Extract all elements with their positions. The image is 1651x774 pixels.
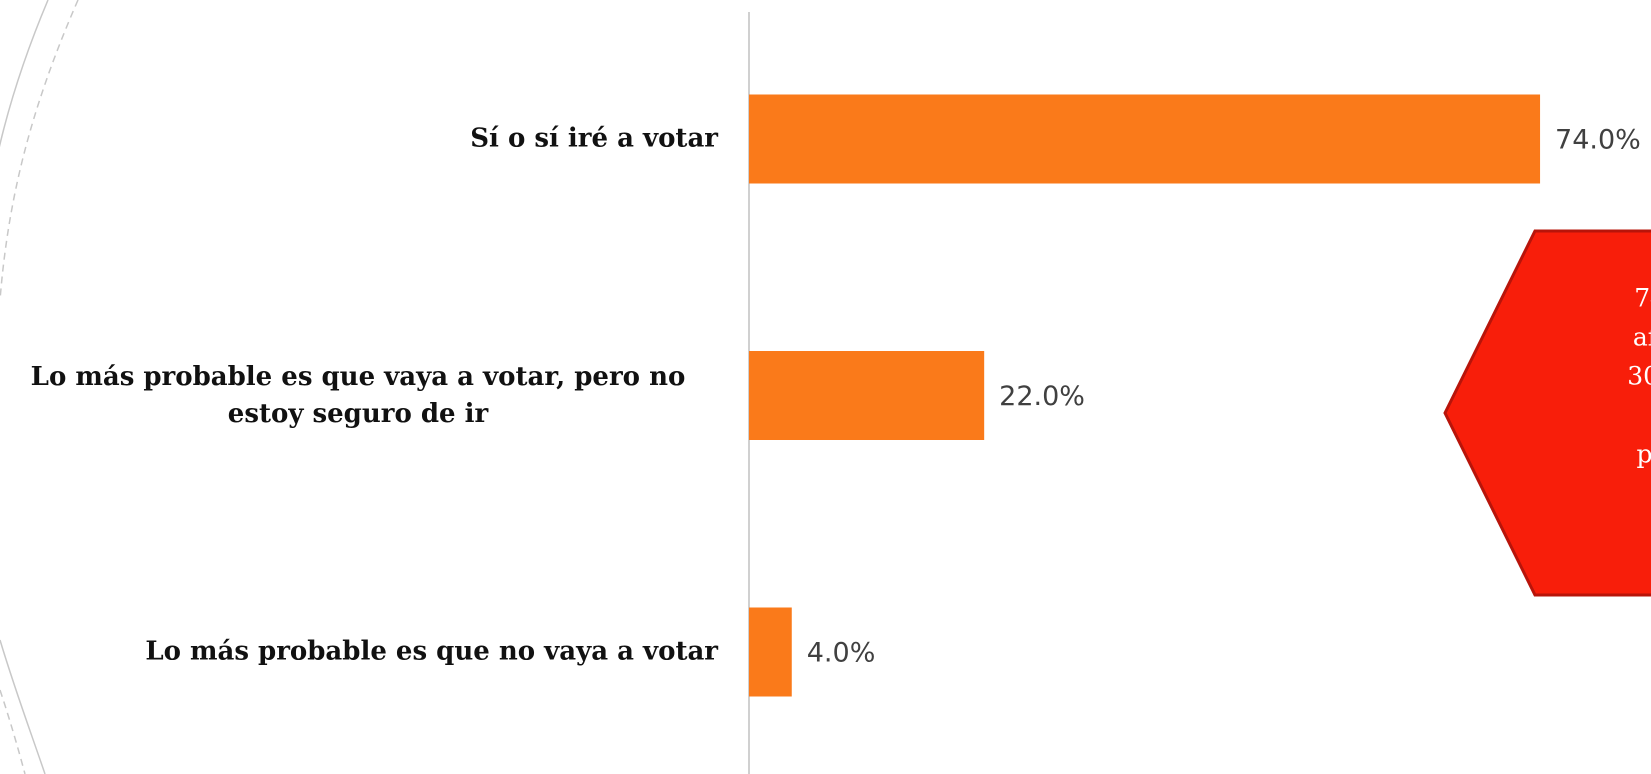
decoration xyxy=(0,0,79,774)
callout-text: 30 de a xyxy=(1627,362,1651,391)
bar xyxy=(749,94,1541,184)
category-label: Sí o sí iré a votar xyxy=(470,123,718,154)
category-label-box: Sí o sí iré a votar xyxy=(0,121,718,158)
value-label: 74.0% xyxy=(1555,125,1641,156)
bar xyxy=(749,607,792,697)
category-label: Lo más probable es que vaya a votar, per… xyxy=(30,361,686,429)
callout-shape xyxy=(1443,229,1651,597)
bar xyxy=(749,351,985,440)
callout-text: partic xyxy=(1637,440,1651,469)
value-label: 22.0% xyxy=(999,381,1085,412)
callout-text: 74% d xyxy=(1634,284,1651,313)
category-label-box: Lo más probable es que vaya a votar, per… xyxy=(0,359,718,433)
category-label: Lo más probable es que no vaya a votar xyxy=(145,636,718,667)
category-label-box: Lo más probable es que no vaya a votar xyxy=(0,634,718,671)
callout-text: afirmó xyxy=(1633,323,1651,352)
value-label: 4.0% xyxy=(807,638,876,669)
